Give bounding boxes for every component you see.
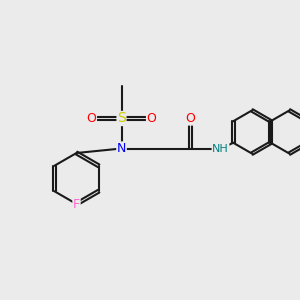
Text: S: S <box>117 112 126 125</box>
Text: N: N <box>117 142 126 155</box>
Text: F: F <box>73 197 80 211</box>
Text: O: O <box>186 112 195 125</box>
Text: NH: NH <box>212 143 229 154</box>
Text: O: O <box>147 112 156 125</box>
Text: O: O <box>87 112 96 125</box>
